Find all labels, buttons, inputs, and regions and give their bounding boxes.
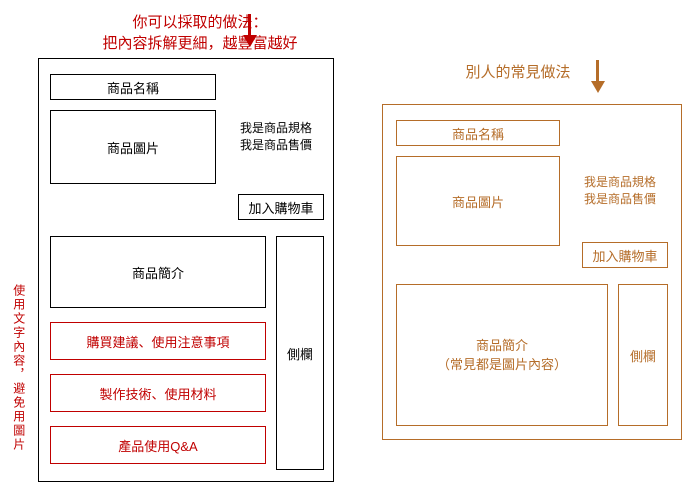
left-box-intro: 商品簡介 [50,236,266,308]
left-spec-price: 我是商品規格 我是商品售價 [226,120,326,154]
left-arrow-stem [248,14,251,36]
right-header-text: 別人的常見做法 [438,62,598,83]
left-header-text: 你可以採取的做法： 把內容拆解更細，越豐富越好 [70,12,330,54]
right-box-sidebar: 側欄 [618,284,668,426]
right-box-name: 商品名稱 [396,120,560,146]
left-box-name: 商品名稱 [50,74,216,100]
left-box-sidebar: 側欄 [276,236,324,470]
left-box-tips: 購買建議、使用注意事項 [50,322,266,360]
diagram-canvas: 你可以採取的做法： 把內容拆解更細，越豐富越好 商品名稱 商品圖片 我是商品規格… [0,0,700,500]
right-spec-line1: 我是商品規格 [570,174,670,191]
right-spec-price: 我是商品規格 我是商品售價 [570,174,670,208]
left-box-cart: 加入購物車 [238,194,324,220]
left-box-image: 商品圖片 [50,110,216,184]
left-spec-line2: 我是商品售價 [226,137,326,154]
right-arrow-head [591,81,605,93]
right-box-cart: 加入購物車 [582,242,668,268]
left-box-qa: 產品使用Q&A [50,426,266,464]
right-box-image: 商品圖片 [396,156,560,246]
left-box-tech: 製作技術、使用材料 [50,374,266,412]
left-spec-line1: 我是商品規格 [226,120,326,137]
right-box-intro: 商品簡介 （常見都是圖片內容） [396,284,608,426]
right-spec-line2: 我是商品售價 [570,191,670,208]
left-arrow-head [243,35,257,47]
right-arrow-stem [596,60,599,82]
left-side-note: 使用文字內容，避免用圖片 [10,258,27,478]
